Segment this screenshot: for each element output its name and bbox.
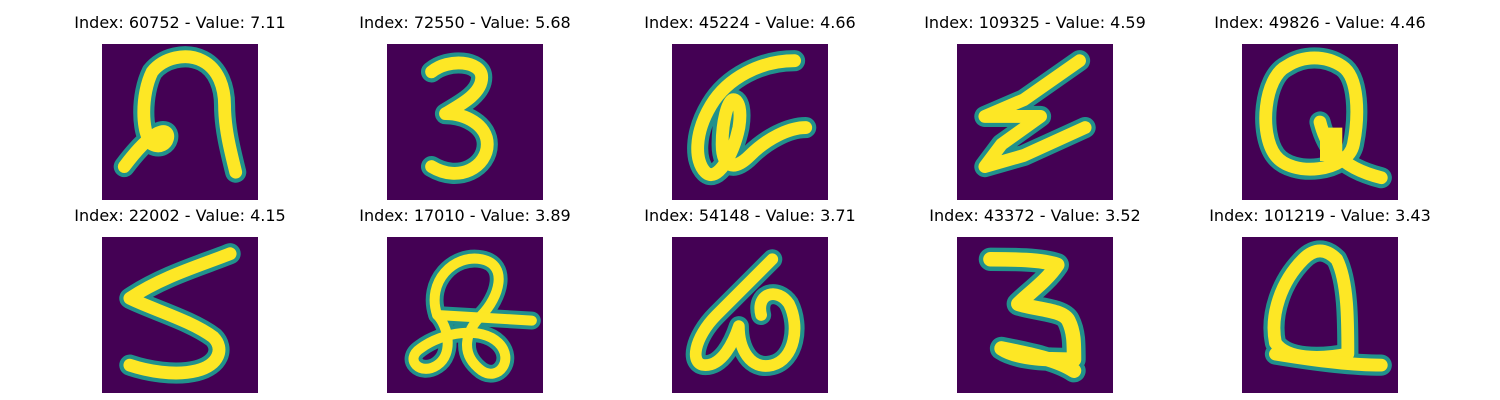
looped-a-like-icon <box>387 237 543 393</box>
panel-title: Index: 60752 - Value: 7.11 <box>74 13 286 32</box>
panel-3: Index: 45224 - Value: 4.66 <box>620 10 880 200</box>
digit-image <box>672 44 828 200</box>
panel-title: Index: 72550 - Value: 5.68 <box>359 13 571 32</box>
panel-title: Index: 45224 - Value: 4.66 <box>644 13 856 32</box>
panel-1: Index: 60752 - Value: 7.11 <box>50 10 310 200</box>
panel-4: Index: 109325 - Value: 4.59 <box>905 10 1165 200</box>
panel-6: Index: 22002 - Value: 4.15 <box>50 203 310 393</box>
q-like-icon <box>1242 237 1398 393</box>
digit-2-z-like-icon <box>957 237 1113 393</box>
digit-3-like-icon <box>387 44 543 200</box>
digit-image <box>1242 237 1398 393</box>
digit-image <box>672 237 828 393</box>
panel-2: Index: 72550 - Value: 5.68 <box>335 10 595 200</box>
panel-title: Index: 49826 - Value: 4.46 <box>1214 13 1426 32</box>
panel-5: Index: 49826 - Value: 4.46 <box>1190 10 1450 200</box>
panel-8: Index: 54148 - Value: 3.71 <box>620 203 880 393</box>
q-like-icon <box>1242 44 1398 200</box>
omega-like-icon <box>672 237 828 393</box>
digit-image <box>387 44 543 200</box>
panel-10: Index: 101219 - Value: 3.43 <box>1190 203 1450 393</box>
digit-image <box>387 237 543 393</box>
panel-title: Index: 17010 - Value: 3.89 <box>359 206 571 225</box>
panel-title: Index: 101219 - Value: 3.43 <box>1209 206 1431 225</box>
panel-9: Index: 43372 - Value: 3.52 <box>905 203 1165 393</box>
panel-title: Index: 54148 - Value: 3.71 <box>644 206 856 225</box>
ligature-n-like-icon <box>102 44 258 200</box>
panel-title: Index: 22002 - Value: 4.15 <box>74 206 286 225</box>
alpha-like-icon <box>672 44 828 200</box>
digit-image <box>1242 44 1398 200</box>
panel-title: Index: 43372 - Value: 3.52 <box>929 206 1141 225</box>
digit-image <box>102 44 258 200</box>
digit-image <box>957 237 1113 393</box>
panel-title: Index: 109325 - Value: 4.59 <box>924 13 1146 32</box>
digit-image <box>102 237 258 393</box>
digit-5-like-icon <box>102 237 258 393</box>
panel-7: Index: 17010 - Value: 3.89 <box>335 203 595 393</box>
zigzag-sigma-like-icon <box>957 44 1113 200</box>
digit-image <box>957 44 1113 200</box>
